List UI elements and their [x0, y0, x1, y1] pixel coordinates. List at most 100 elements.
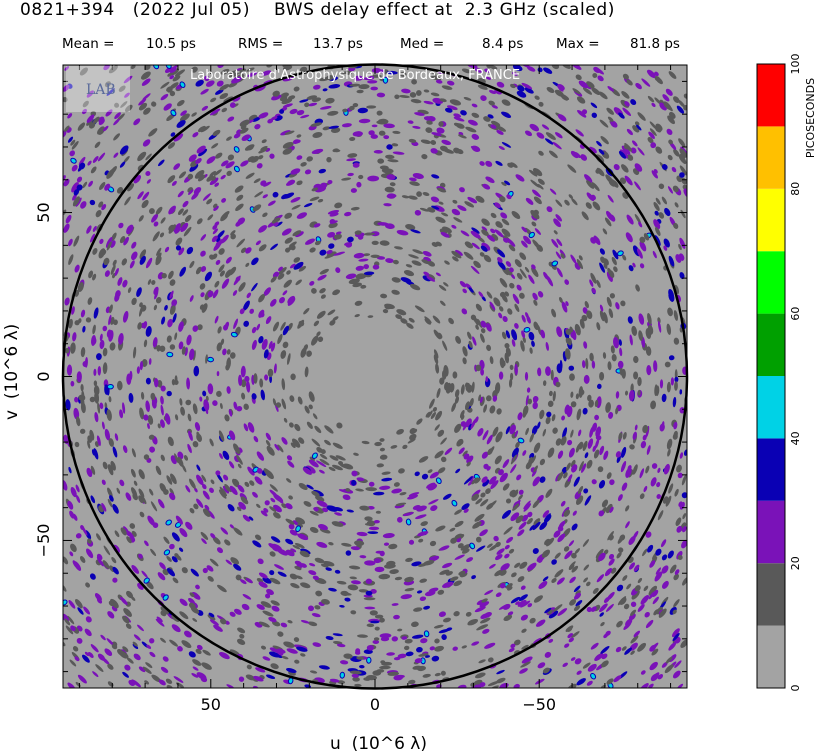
delay-speckle: [449, 527, 456, 532]
delay-speckle: [125, 492, 132, 501]
delay-speckle: [110, 460, 116, 471]
delay-speckle: [355, 265, 364, 271]
delay-speckle: [420, 139, 432, 144]
delay-speckle: [461, 503, 470, 510]
delay-speckle: [181, 567, 188, 574]
delay-speckle: [269, 647, 280, 653]
delay-speckle: [218, 248, 225, 255]
delay-speckle: [659, 379, 664, 389]
stat-median-label: Med =: [400, 36, 445, 52]
delay-speckle: [147, 423, 150, 430]
delay-speckle: [504, 291, 510, 297]
delay-speckle: [194, 422, 201, 431]
delay-speckle: [416, 191, 422, 197]
delay-speckle: [206, 198, 213, 205]
delay-speckle: [420, 521, 428, 527]
delay-speckle: [529, 617, 536, 624]
delay-speckle: [551, 559, 557, 565]
delay-speckle: [616, 454, 621, 464]
delay-speckle: [207, 576, 214, 582]
delay-speckle: [174, 414, 179, 421]
delay-speckle: [334, 512, 343, 516]
delay-speckle: [325, 97, 335, 104]
delay-speckle: [274, 564, 284, 570]
delay-speckle: [217, 326, 222, 334]
delay-speckle: [357, 107, 368, 114]
delay-speckle: [93, 380, 98, 387]
delay-speckle: [459, 409, 465, 419]
delay-speckle: [434, 638, 440, 644]
delay-speckle: [102, 461, 108, 470]
delay-speckle: [194, 487, 198, 493]
delay-speckle: [575, 495, 584, 505]
delay-speckle: [199, 396, 203, 402]
delay-speckle: [416, 590, 423, 594]
delay-speckle: [586, 81, 595, 89]
delay-speckle: [479, 161, 485, 166]
delay-speckle: [530, 455, 537, 464]
delay-speckle: [613, 164, 620, 171]
delay-speckle: [79, 67, 88, 76]
delay-speckle: [245, 262, 250, 268]
delay-speckle: [571, 631, 580, 638]
delay-speckle: [76, 176, 83, 183]
delay-speckle: [226, 349, 231, 355]
delay-speckle: [93, 448, 99, 460]
delay-speckle: [271, 605, 280, 612]
delay-speckle: [65, 625, 74, 635]
delay-speckle: [430, 92, 440, 97]
stat-max-label: Max =: [556, 36, 600, 52]
delay-speckle: [218, 430, 225, 442]
delay-speckle: [171, 532, 180, 542]
delay-speckle: [226, 386, 231, 394]
delay-speckle: [626, 154, 634, 161]
delay-speckle: [573, 585, 581, 593]
delay-speckle: [490, 212, 497, 219]
delay-speckle: [209, 487, 214, 493]
delay-speckle: [298, 482, 308, 491]
delay-speckle: [239, 633, 245, 639]
delay-speckle: [316, 331, 321, 337]
delay-speckle: [601, 499, 609, 508]
delay-speckle: [160, 419, 165, 428]
delay-speckle: [521, 628, 527, 633]
delay-speckle: [525, 394, 529, 406]
delay-speckle: [288, 422, 294, 428]
delay-speckle: [460, 414, 465, 420]
delay-speckle: [683, 93, 687, 99]
delay-speckle: [245, 247, 252, 254]
delay-speckle: [309, 456, 315, 462]
delay-speckle: [251, 282, 258, 292]
delay-speckle: [224, 414, 230, 422]
delay-speckle: [505, 330, 510, 339]
delay-speckle: [315, 590, 323, 597]
delay-speckle: [531, 425, 538, 435]
delay-speckle: [355, 488, 364, 492]
delay-speckle: [564, 199, 570, 206]
delay-speckle: [674, 381, 678, 391]
delay-speckle: [454, 554, 465, 560]
delay-speckle: [520, 340, 525, 352]
delay-speckle: [233, 146, 240, 153]
delay-speckle: [132, 346, 137, 359]
delay-speckle: [459, 280, 467, 288]
delay-speckle: [428, 499, 439, 505]
delay-speckle: [432, 315, 441, 324]
delay-speckle: [523, 327, 531, 333]
delay-speckle: [237, 484, 245, 493]
delay-speckle: [216, 230, 225, 240]
delay-speckle: [138, 666, 146, 673]
delay-speckle: [130, 65, 136, 69]
colorbar-tick-label: 100: [789, 54, 802, 75]
delay-speckle: [209, 558, 219, 567]
delay-speckle: [607, 361, 612, 371]
delay-speckle: [444, 447, 453, 455]
x-tick-label: −50: [522, 695, 556, 714]
delay-speckle: [517, 412, 523, 421]
delay-speckle: [462, 357, 467, 365]
delay-speckle: [679, 237, 686, 249]
delay-speckle: [457, 543, 464, 549]
delay-speckle: [391, 636, 398, 642]
delay-speckle: [143, 107, 151, 115]
delay-speckle: [661, 554, 668, 561]
